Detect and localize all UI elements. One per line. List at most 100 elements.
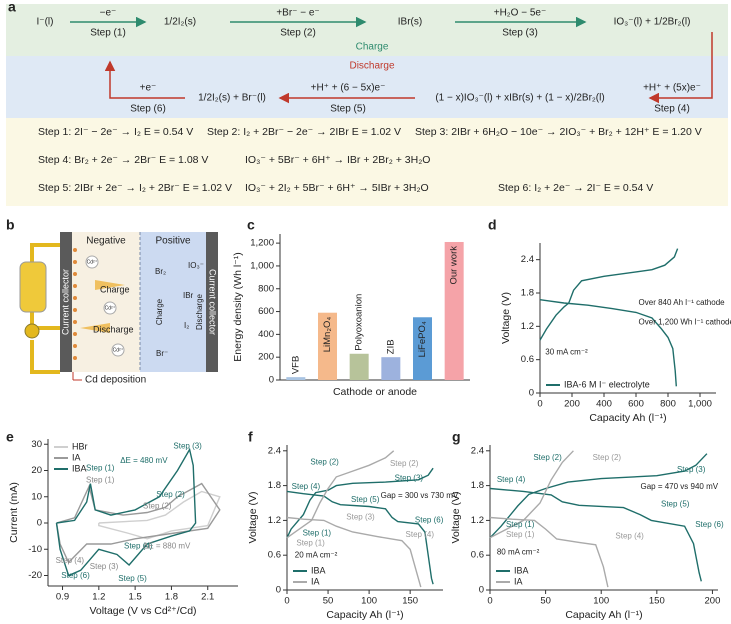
charge-label: Charge [155,298,164,325]
y-tick-label: 0 [529,388,534,399]
annotation: Step (3) [90,562,119,571]
annotation: Step (5) [351,495,380,504]
step: Step (4) [654,104,690,115]
pipe [30,340,60,374]
bar [349,353,369,380]
y-tick-label: 200 [258,352,274,363]
x-tick-label: 0 [487,596,492,607]
reactant: +H⁺ + (5x)e⁻ [643,83,701,94]
data-line [286,467,434,585]
equation: Step 2: I₂ + 2Br⁻ − 2e⁻ → 2IBr E = 1.02 … [207,126,401,138]
annotation: Step (6) [695,520,724,529]
species: Br₂ [155,267,166,276]
legend-label: IBA-6 M I⁻ electrolyte [564,379,650,389]
collector-label: Current collector [208,269,218,335]
y-tick-label: 0.6 [521,354,534,365]
annotation: Over 840 Ah l⁻¹ cathode [639,298,726,307]
region-label: Negative [86,236,126,247]
annotation: Step (3) [677,465,706,474]
y-tick-label: 1.2 [471,515,484,526]
annotation: Step (4) [497,475,526,484]
region-label: Positive [155,236,190,247]
y-tick-label: -10 [28,544,42,555]
x-axis-label: Capacity Ah (l⁻¹) [565,609,642,621]
panel-label: e [6,429,14,445]
x-tick-label: 200 [705,596,721,607]
legend-label: IA [311,576,320,586]
panel-label: c [247,217,255,233]
panel-label: b [6,217,15,233]
y-tick-label: 1.8 [521,288,534,299]
reactant: −e⁻ [100,8,117,19]
x-tick-label: 50 [540,596,551,607]
x-tick-label: 400 [596,399,612,410]
x-axis-label: Cathode or anode [333,386,417,398]
equation: Step 6: I₂ + 2e⁻ → 2I⁻ E = 0.54 V [498,182,653,194]
y-tick-label: 0.6 [268,550,281,561]
equation: Step 4: Br₂ + 2e⁻ → 2Br⁻ E = 1.08 V [38,154,208,166]
annotation: Step (1) [86,464,115,473]
species: IBr [183,291,194,300]
x-tick-label: 0 [537,399,542,410]
collector-label: Current collector [60,269,70,335]
panel-label: g [452,429,461,445]
y-tick-label: 400 [258,329,274,340]
y-tick-label: 1,200 [250,238,274,249]
reactant: +e⁻ [140,83,157,94]
species: (1 − x)IO₃⁻(l) + xIBr(s) + (1 − x)/2Br₂(… [435,93,604,104]
bar-label: Our work [449,246,460,285]
species: I⁻(l) [37,17,54,28]
species: IO₃⁻ [188,261,204,270]
arrow [95,280,125,290]
step: Step (3) [502,28,538,39]
annotation: Step (2) [593,453,622,462]
x-tick-label: 0 [284,596,289,607]
ion: Cd²⁺ [105,305,116,311]
x-tick-label: 0.9 [56,592,69,603]
data-line [98,490,221,540]
y-tick-label: 0 [479,585,484,596]
discharge-label: Discharge [93,324,134,334]
annotation: Step (4) [292,482,321,491]
legend-label: IA [514,576,523,586]
annotation: Step (3) [395,473,424,482]
annotation: 20 mA cm⁻² [295,550,338,559]
y-tick-label: 0 [269,375,274,386]
bar-label: Polyoxoanion [354,294,365,351]
species: Br⁻ [156,349,168,358]
species: I₂ [184,321,189,330]
data-line [539,248,679,387]
reactant: +H⁺ + (6 − 5x)e⁻ [311,83,386,94]
negative-region [72,232,140,372]
annotation: Step (2) [390,459,419,468]
charge-label: Charge [356,42,389,53]
legend-label: HBr [72,441,88,451]
discharge-label: Discharge [349,61,394,72]
deposit [73,248,77,360]
y-tick-label: 1,000 [250,260,274,271]
species: IBr(s) [398,17,422,28]
annotation: Step (3) [346,513,375,522]
annotation: Step (4) [124,541,153,550]
y-tick-label: 2.4 [521,254,534,265]
bar-label: ZIB [385,339,396,354]
x-tick-label: 600 [628,399,644,410]
annotation: Step (6) [61,571,90,580]
y-tick-label: 1.8 [471,480,484,491]
annotation: Step (4) [56,556,85,565]
tank [19,261,47,313]
annotation: ΔE = 480 mV [120,456,168,465]
annotation: 30 mA cm⁻² [545,348,588,357]
annotation: ΔE = 880 mV [143,541,191,550]
y-tick-label: 600 [258,306,274,317]
data-line [489,450,609,588]
legend-label: IBA [72,463,87,473]
annotation: Step (3) [173,441,202,450]
y-tick-label: 800 [258,283,274,294]
bar [444,241,464,380]
bar [381,357,401,380]
y-tick-label: 1.2 [268,515,281,526]
y-axis-label: Voltage (V) [450,492,462,544]
y-tick-label: 1.2 [521,321,534,332]
